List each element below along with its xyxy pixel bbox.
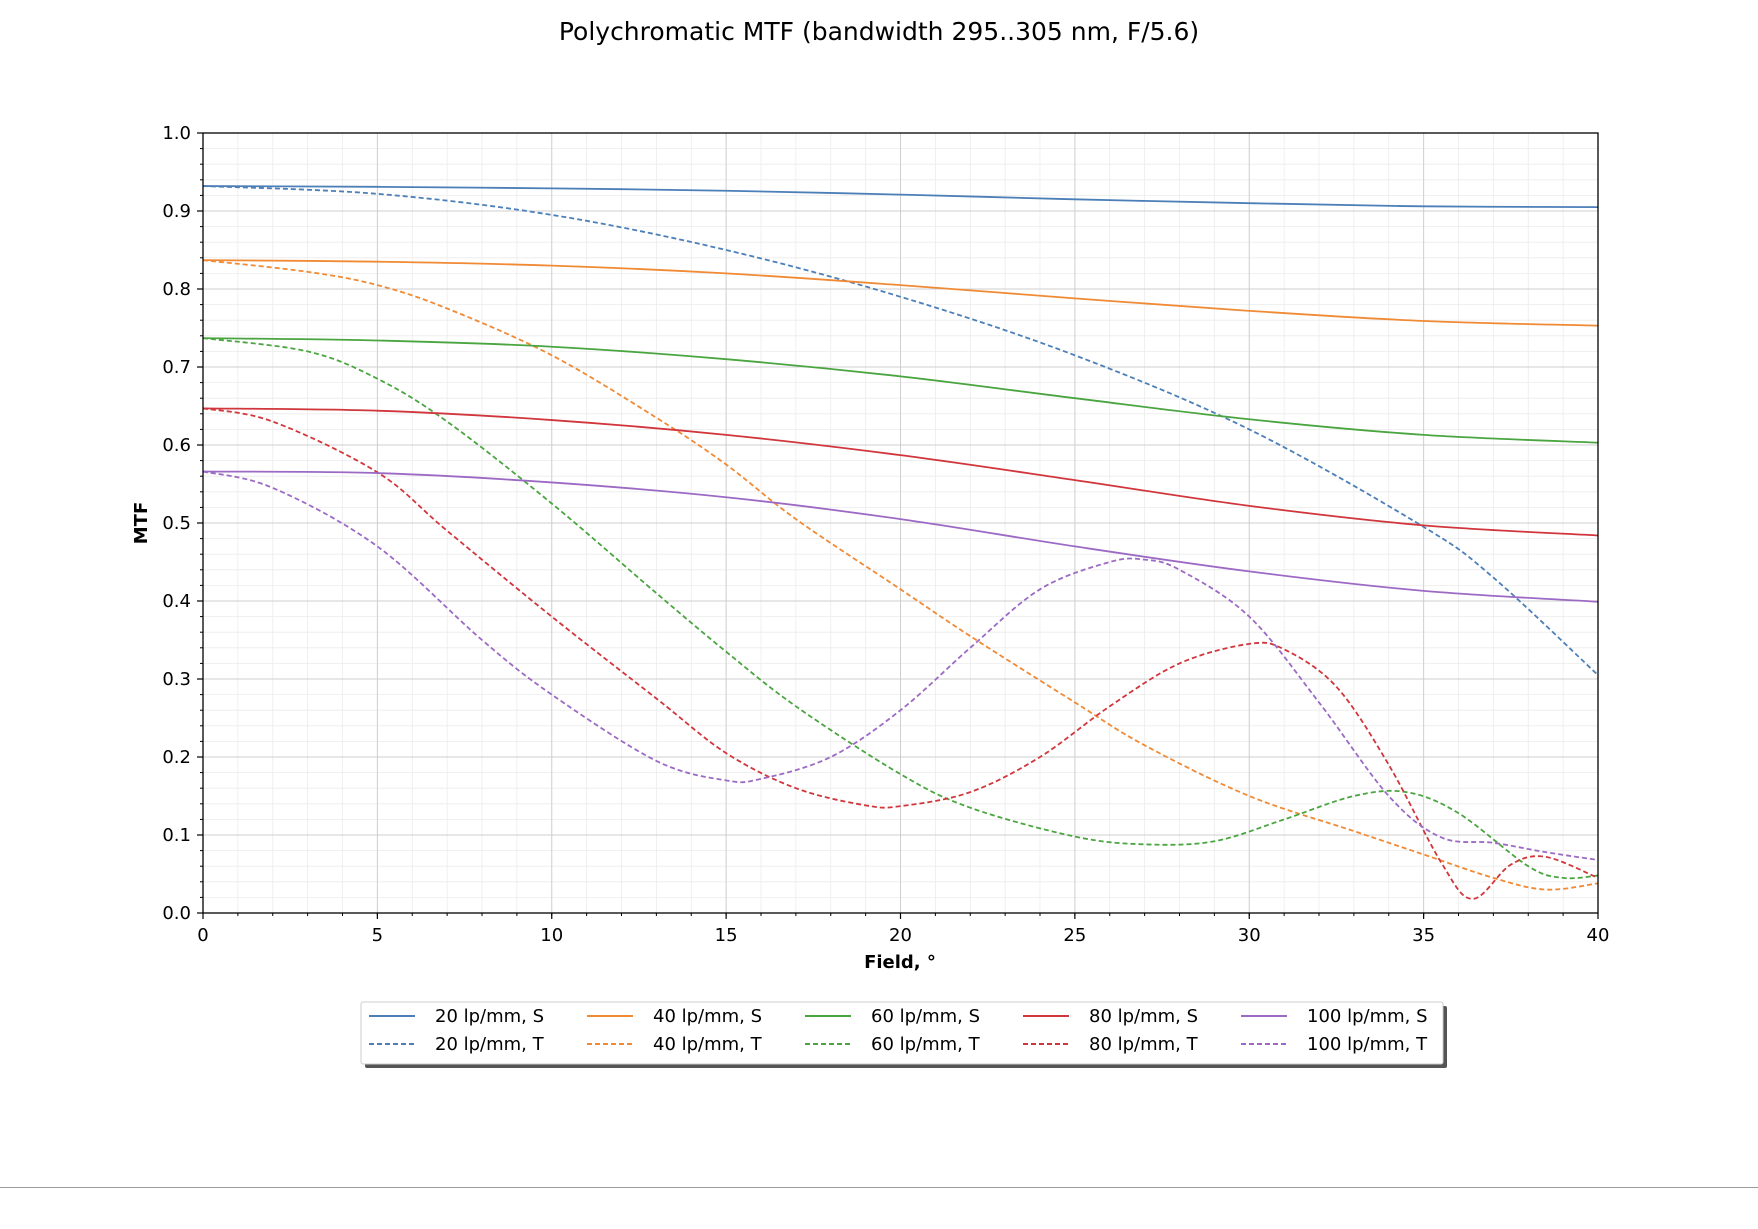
legend-label-2: 40 lp/mm, S <box>653 1006 762 1027</box>
series-line-9 <box>202 470 1599 861</box>
bottom-divider <box>0 1187 1758 1188</box>
y-tick-label: 0.8 <box>162 279 191 300</box>
y-tick-label: 0.5 <box>162 513 191 534</box>
series-line-6 <box>202 407 1599 537</box>
y-tick-label: 0.3 <box>162 669 191 690</box>
x-tick-label: 30 <box>1238 925 1261 946</box>
legend-label-3: 40 lp/mm, T <box>653 1034 763 1055</box>
y-axis-label: MTF <box>131 502 152 545</box>
series-line-7 <box>202 407 1599 900</box>
y-tick-label: 0.7 <box>162 357 191 378</box>
x-tick-label: 20 <box>889 925 912 946</box>
legend-label-7: 80 lp/mm, T <box>1089 1034 1199 1055</box>
y-tick-label: 0.0 <box>162 903 191 924</box>
series-lines <box>202 185 1599 900</box>
legend-label-6: 80 lp/mm, S <box>1089 1006 1198 1027</box>
y-tick-label: 1.0 <box>162 123 191 144</box>
legend: 20 lp/mm, S 20 lp/mm, T 40 lp/mm, S 40 lp/m… <box>360 1001 1447 1068</box>
x-tick-label: 35 <box>1412 925 1435 946</box>
legend-label-1: 20 lp/mm, T <box>435 1034 545 1055</box>
series-line-3 <box>202 259 1599 891</box>
x-tick-label: 10 <box>540 925 563 946</box>
x-tick-label: 40 <box>1587 925 1610 946</box>
x-tick-label: 25 <box>1063 925 1086 946</box>
y-tick-label: 0.6 <box>162 435 191 456</box>
series-line-0 <box>202 185 1599 208</box>
y-tick-label: 0.1 <box>162 825 191 846</box>
x-tick-label: 15 <box>715 925 738 946</box>
y-tick-label: 0.2 <box>162 747 191 768</box>
series-line-2 <box>202 259 1599 327</box>
legend-label-5: 60 lp/mm, T <box>871 1034 981 1055</box>
series-line-4 <box>202 337 1599 444</box>
series-line-5 <box>202 337 1599 880</box>
legend-label-0: 20 lp/mm, S <box>435 1006 544 1027</box>
legend-label-8: 100 lp/mm, S <box>1307 1006 1428 1027</box>
x-tick-label: 5 <box>372 925 383 946</box>
chart-title: Polychromatic MTF (bandwidth 295..305 nm… <box>559 17 1199 46</box>
x-axis-label: Field, ° <box>864 952 936 973</box>
legend-label-9: 100 lp/mm, T <box>1307 1034 1428 1055</box>
series-line-1 <box>202 185 1599 676</box>
y-tick-label: 0.4 <box>162 591 191 612</box>
legend-label-4: 60 lp/mm, S <box>871 1006 980 1027</box>
axes: 0 5 10 15 20 25 30 35 40 0.0 0.1 0.2 0.3 0.4 0.5 0.6 0.7… <box>162 123 1609 946</box>
y-tick-label: 0.9 <box>162 201 191 222</box>
legend-box <box>360 1001 1444 1065</box>
x-tick-label: 0 <box>197 925 208 946</box>
series-line-8 <box>202 470 1599 603</box>
